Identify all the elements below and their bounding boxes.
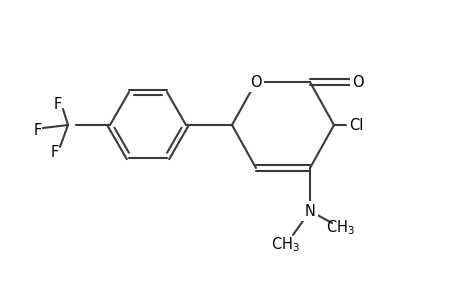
Text: CH$_3$: CH$_3$ <box>325 219 354 237</box>
Text: F: F <box>54 97 62 112</box>
Text: F: F <box>34 122 42 137</box>
Text: O: O <box>250 74 261 89</box>
Text: O: O <box>352 74 363 89</box>
Text: N: N <box>304 203 315 218</box>
Text: F: F <box>51 145 59 160</box>
Text: CH$_3$: CH$_3$ <box>270 236 299 254</box>
Text: Cl: Cl <box>348 118 363 133</box>
